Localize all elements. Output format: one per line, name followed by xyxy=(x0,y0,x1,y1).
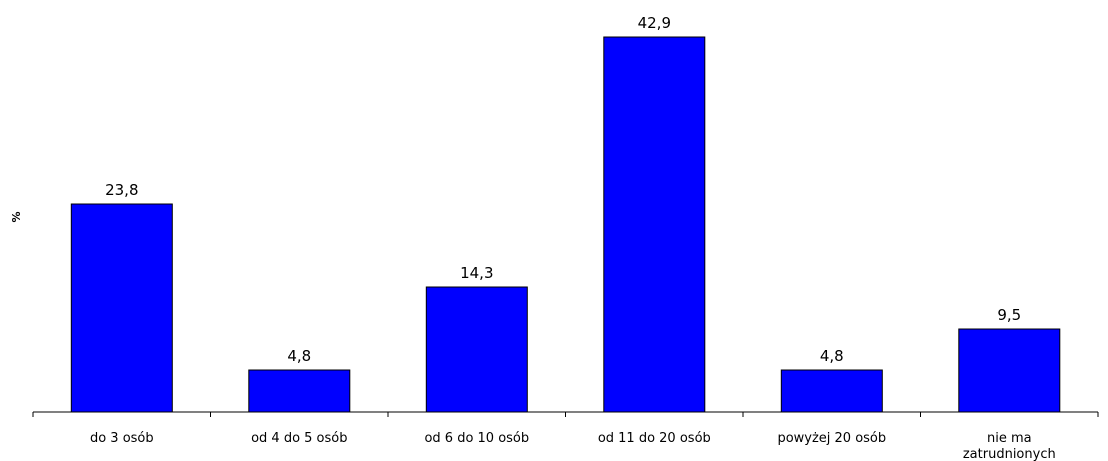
data-label: 4,8 xyxy=(820,347,844,365)
category-label: do 3 osób xyxy=(90,431,154,446)
bar xyxy=(70,203,173,413)
data-label: 9,5 xyxy=(997,306,1021,324)
data-label: 4,8 xyxy=(287,347,311,365)
bars-group xyxy=(70,36,1061,413)
data-label: 23,8 xyxy=(105,181,138,199)
category-labels-group: do 3 osób od 4 do 5 osób od 6 do 10 osób od… xyxy=(90,431,1056,461)
bar xyxy=(603,36,706,413)
category-label-line: od 4 do 5 osób xyxy=(251,431,347,446)
category-label: nie ma zatrudnionych xyxy=(963,431,1056,461)
category-label-line: nie ma xyxy=(987,431,1032,446)
category-label: od 4 do 5 osób xyxy=(251,431,347,446)
bar xyxy=(425,286,528,413)
category-label-line: powyżej 20 osób xyxy=(777,431,886,446)
category-label-line: do 3 osób xyxy=(90,431,154,446)
data-label: 14,3 xyxy=(460,264,493,282)
bar xyxy=(958,328,1061,413)
y-axis-label: % xyxy=(10,211,23,222)
category-label: powyżej 20 osób xyxy=(777,431,886,446)
category-label-line: od 11 do 20 osób xyxy=(598,431,711,446)
bar xyxy=(780,369,883,413)
data-label: 42,9 xyxy=(638,14,671,32)
bar xyxy=(248,369,351,413)
category-label-line: od 6 do 10 osób xyxy=(424,431,529,446)
data-labels-group: 23,8 4,8 14,3 42,9 4,8 9,5 xyxy=(105,14,1021,365)
x-axis-ticks xyxy=(32,412,1099,417)
category-label-line: zatrudnionych xyxy=(963,447,1056,461)
category-label: od 11 do 20 osób xyxy=(598,431,711,446)
category-label: od 6 do 10 osób xyxy=(424,431,529,446)
